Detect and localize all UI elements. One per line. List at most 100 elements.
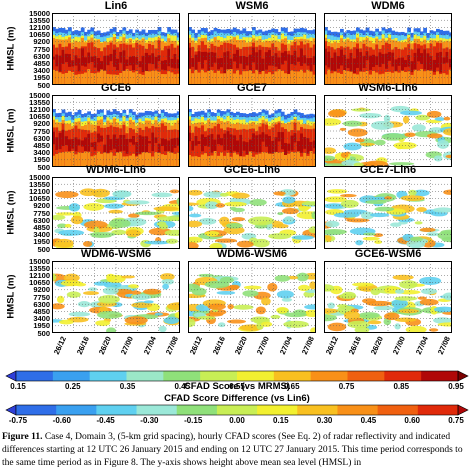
panel-title: GCE6-WSM6 xyxy=(354,248,422,260)
y-tick-label: 12100 xyxy=(29,186,50,196)
colorbar-tick-label: -0.15 xyxy=(184,416,203,425)
y-tick-label: 10650 xyxy=(29,278,50,288)
y-tick-label: 10650 xyxy=(29,194,50,204)
colorbar-tick-label: 0.55 xyxy=(229,382,245,391)
y-tick-label: 9200 xyxy=(33,285,50,295)
cfad-panel-4 xyxy=(52,95,180,167)
colorbar-tick-label: 0.75 xyxy=(448,416,464,425)
y-tick-label: 9200 xyxy=(33,201,50,211)
cfad-panel-8 xyxy=(188,177,316,249)
cfad-panel-2 xyxy=(188,13,316,85)
figure-caption: Figure 11. Case 4, Domain 3, (5-km grid … xyxy=(2,431,472,470)
y-tick-label: 500 xyxy=(37,244,50,254)
colorbar-tick-label: 0.30 xyxy=(316,416,333,425)
colorbar-tick-label: 0.15 xyxy=(10,382,26,391)
cfad-panel-11 xyxy=(188,261,316,333)
y-tick-label: 12100 xyxy=(29,104,50,114)
colorbar-tick-label: 0.00 xyxy=(229,416,245,425)
x-tick-label: 26/12 xyxy=(324,335,341,356)
y-tick-label: 1950 xyxy=(33,237,50,247)
colorbar-tick-label: 0.15 xyxy=(273,416,289,425)
x-tick-label: 27/04 xyxy=(413,335,430,356)
y-tick-label: 10650 xyxy=(29,112,50,122)
y-tick-label: 13550 xyxy=(29,263,50,273)
y-tick-label: 6300 xyxy=(33,215,50,225)
colorbar-tick-label: 0.25 xyxy=(64,382,81,391)
x-tick-label: 27/08 xyxy=(164,335,181,356)
y-tick-label: 15000 xyxy=(29,172,50,182)
colorbar-tick-label: 0.45 xyxy=(174,382,191,391)
x-tick-label: 26/16 xyxy=(346,335,363,356)
y-tick-label: 7750 xyxy=(33,208,50,218)
y-tick-label: 12100 xyxy=(29,270,50,280)
y-tick-label: 3400 xyxy=(33,230,50,240)
cfad-panel-5 xyxy=(188,95,316,167)
y-tick-label: 4850 xyxy=(33,140,50,150)
colorbar-cfad-score xyxy=(5,370,469,382)
y-tick-label: 15000 xyxy=(29,8,50,18)
caption-label: Figure 11. xyxy=(2,432,43,442)
panel-title: WSM6 xyxy=(235,0,269,12)
colorbar-tick-label: -0.45 xyxy=(96,416,115,425)
x-tick-label: 26/16 xyxy=(210,335,227,356)
y-tick-label: 10650 xyxy=(29,30,50,40)
y-tick-label: 13550 xyxy=(29,179,50,189)
x-tick-label: 27/08 xyxy=(300,335,317,356)
x-tick-label: 26/20 xyxy=(96,335,113,356)
panel-title: GCE6 xyxy=(101,82,131,94)
cfad-panel-1 xyxy=(52,13,180,85)
y-tick-label: 9200 xyxy=(33,37,50,47)
y-tick-label: 15000 xyxy=(29,90,50,100)
y-tick-label: 9200 xyxy=(33,119,50,129)
cfad-panel-3 xyxy=(324,13,452,85)
panel-title: GCE7 xyxy=(237,82,267,94)
cfad-panel-12 xyxy=(324,261,452,333)
x-tick-label: 27/04 xyxy=(277,335,294,356)
y-tick-label: 4850 xyxy=(33,306,50,316)
y-tick-label: 4850 xyxy=(33,58,50,68)
y-tick-label: 500 xyxy=(37,162,50,172)
y-tick-label: 500 xyxy=(37,80,50,90)
y-axis-label: HMSL (m) xyxy=(5,274,17,319)
y-axis-label: HMSL (m) xyxy=(5,190,17,235)
colorbar-tick-label: 0.75 xyxy=(338,382,355,391)
y-tick-label: 3400 xyxy=(33,66,50,76)
x-tick-label: 27/00 xyxy=(255,335,272,356)
x-tick-label: 26/16 xyxy=(74,335,91,356)
colorbar-tick-label: -0.30 xyxy=(140,416,159,425)
y-tick-label: 6300 xyxy=(33,299,50,309)
y-tick-label: 3400 xyxy=(33,314,50,324)
panel-title: GCE7-Lin6 xyxy=(359,164,417,176)
panel-title: Lin6 xyxy=(104,0,128,12)
colorbar-score-difference-label: CFAD Score Difference (vs Lin6) xyxy=(164,393,310,404)
panel-title: WDM6 xyxy=(371,0,405,12)
colorbar-tick-label: -0.60 xyxy=(52,416,71,425)
y-axis-label: HMSL (m) xyxy=(5,26,17,71)
caption-text: Case 4, Domain 3, (5-km grid spacing), h… xyxy=(2,432,463,468)
y-tick-label: 12100 xyxy=(29,22,50,32)
y-tick-label: 7750 xyxy=(33,126,50,136)
panel-title: WDM6-WSM6 xyxy=(80,248,152,260)
y-tick-label: 6300 xyxy=(33,51,50,61)
panel-title: WDM6-Lin6 xyxy=(86,164,146,176)
y-tick-label: 1950 xyxy=(33,321,50,331)
y-tick-label: 500 xyxy=(37,328,50,338)
x-tick-label: 26/20 xyxy=(368,335,385,356)
cfad-panel-6 xyxy=(324,95,452,167)
colorbar-cfad-score-label: CFAD Score (vs MRMS) xyxy=(183,381,291,392)
y-axis-label: HMSL (m) xyxy=(5,108,17,153)
x-tick-label: 27/00 xyxy=(119,335,136,356)
colorbar-tick-label: 0.95 xyxy=(448,382,464,391)
y-tick-label: 13550 xyxy=(29,97,50,107)
colorbar-score-difference xyxy=(5,404,469,416)
y-tick-label: 1950 xyxy=(33,73,50,83)
y-tick-label: 7750 xyxy=(33,292,50,302)
colorbar-tick-label: 0.65 xyxy=(283,382,300,391)
cfad-panel-10 xyxy=(52,261,180,333)
colorbar-tick-label: 0.45 xyxy=(360,416,377,425)
panel-title: WSM6-Lin6 xyxy=(358,82,418,94)
cfad-panel-7 xyxy=(52,177,180,249)
x-tick-label: 26/12 xyxy=(188,335,205,356)
x-tick-label: 27/04 xyxy=(141,335,158,356)
